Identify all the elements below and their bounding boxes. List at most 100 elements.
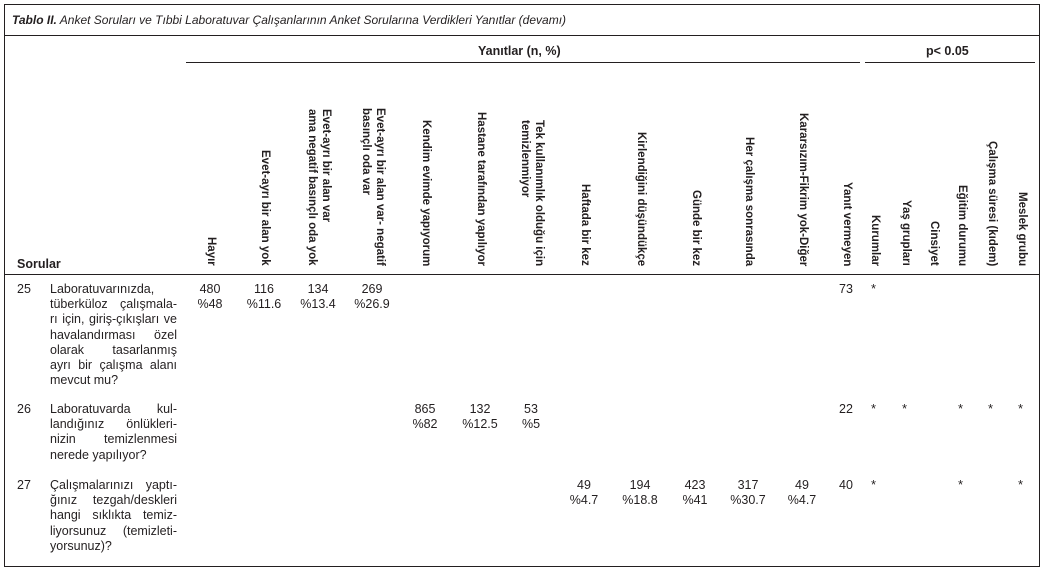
- answer-count: 480: [199, 282, 221, 296]
- answer-percent: %11.6: [246, 297, 282, 311]
- column-header-line: Evet-ayrı bir alan yok: [258, 150, 271, 266]
- answers-group-rule: [186, 62, 860, 63]
- no-answer-count: 22: [839, 402, 853, 416]
- answer-count: 49: [795, 478, 809, 492]
- answer-count: 134: [307, 282, 329, 296]
- title-rule: [4, 35, 1040, 36]
- column-header-line: Kirlendiğini düşündükçe: [634, 131, 647, 266]
- answer-column-header: Kirlendiğini düşündükçe: [633, 132, 647, 266]
- significance-column-header: Eğitim durumu: [954, 185, 968, 266]
- answer-cell: 194 %18.8: [610, 478, 670, 508]
- answer-cell: 865 %82: [395, 402, 455, 432]
- significance-marker: *: [871, 281, 877, 296]
- answer-count: 423: [684, 478, 706, 492]
- significance-marker: *: [902, 401, 908, 416]
- answer-column-header: Her çalışma sonrasında: [741, 137, 755, 266]
- question-text: Laboratuvarınızda, tüberküloz çalışmala-r…: [50, 282, 177, 388]
- column-header-line: Çalışma süresi (kıdem): [985, 140, 998, 266]
- question-line: liyorsunuz (temizleti-: [50, 523, 177, 538]
- answer-column-header: Günde bir kez: [688, 190, 702, 266]
- significance-marker: *: [1018, 477, 1024, 492]
- significance-column-header: Cinsiyet: [926, 221, 940, 266]
- answer-column-header: Hastane tarafından yapılıyor: [473, 112, 487, 266]
- answer-count: 194: [629, 478, 651, 492]
- question-text: Çalışmalarınızı yaptı-ğınız tezgah/deskl…: [50, 478, 177, 554]
- row-number: 27: [17, 478, 31, 492]
- question-line: Laboratuvarda kul-: [50, 402, 177, 416]
- significance-column-header: Kurumlar: [867, 215, 881, 266]
- column-header-line: Evet-ayrı bir alan var: [319, 109, 332, 223]
- answer-cell: 480 %48: [180, 282, 240, 312]
- significance-column-header: Meslek grubu: [1014, 192, 1028, 266]
- answer-count: 53: [524, 402, 538, 416]
- column-header-line: Kararsızım-Fikrim yok-Diğer: [796, 112, 809, 266]
- answer-percent: %26.9: [354, 297, 390, 311]
- table-label: Tablo II.: [12, 13, 57, 27]
- answer-cell: 269 %26.9: [342, 282, 402, 312]
- questions-column-header: Sorular: [17, 257, 61, 271]
- question-line: tüberküloz çalışmala-: [50, 297, 177, 312]
- column-header-line: Kendim evimde yapıyorum: [419, 119, 432, 266]
- question-line: landığınız önlükleri-: [50, 417, 177, 432]
- answer-column-header: Evet-ayrı bir alan yok: [257, 150, 271, 266]
- answer-column-header: Hayır: [203, 237, 217, 266]
- significance-marker: *: [958, 401, 964, 416]
- significance-marker: *: [1018, 401, 1024, 416]
- answer-count: 49: [577, 478, 591, 492]
- answers-group-header: Yanıtlar (n, %): [478, 44, 561, 58]
- column-header-line: temizlenmiyor: [519, 119, 531, 198]
- answer-count: 865: [414, 402, 436, 416]
- question-line: ayrı bir çalışma alanı: [50, 358, 177, 373]
- significance-marker: *: [958, 477, 964, 492]
- significance-group-header: p< 0.05: [926, 44, 969, 58]
- answer-count: 132: [469, 402, 491, 416]
- row-number: 25: [17, 282, 31, 296]
- column-header-line: Haftada bir kez: [578, 184, 591, 266]
- column-header-line: Eğitim durumu: [955, 184, 968, 266]
- answer-column-header: Evet-ayrı bir alan var- negatif basınçlı …: [359, 108, 386, 266]
- table-caption: Anket Soruları ve Tıbbi Laboratuvar Çalı…: [56, 13, 567, 27]
- no-answer-count: 40: [839, 478, 853, 492]
- answer-percent: %41: [682, 493, 708, 507]
- significance-marker: *: [988, 401, 994, 416]
- significance-group-rule: [865, 62, 1035, 63]
- answer-percent: %13.4: [300, 297, 336, 311]
- answer-column-header: Yanıt vermeyen: [839, 182, 853, 266]
- column-header-line: ama negatif basınçlı oda yok: [306, 109, 318, 266]
- column-header-line: Meslek grubu: [1015, 191, 1028, 266]
- question-line: Çalışmalarınızı yaptı-: [50, 478, 177, 492]
- significance-column-header: Çalışma süresi (kıdem): [984, 141, 998, 266]
- answer-cell: 53 %5: [501, 402, 561, 432]
- answer-percent: %5: [521, 417, 541, 431]
- question-text: Laboratuvarda kul-landığınız önlükleri-n…: [50, 402, 177, 463]
- answer-cell: 49 %4.7: [772, 478, 832, 508]
- answer-count: 317: [737, 478, 759, 492]
- significance-marker: *: [871, 477, 877, 492]
- question-line: Laboratuvarınızda,: [50, 282, 155, 296]
- column-header-line: basınçlı oda var: [360, 108, 372, 196]
- column-header-line: Cinsiyet: [927, 221, 940, 266]
- answer-column-header: Evet-ayrı bir alan var ama negatif basınç…: [305, 109, 332, 266]
- question-line: ğınız tezgah/deskleri: [50, 493, 177, 508]
- question-line: nerede yapılıyor?: [50, 447, 147, 462]
- answer-column-header: Kararsızım-Fikrim yok-Diğer: [795, 113, 809, 266]
- answer-count: 269: [361, 282, 383, 296]
- significance-marker: *: [871, 401, 877, 416]
- question-line: mevcut mu?: [50, 373, 119, 388]
- answer-cell: 423 %41: [665, 478, 725, 508]
- column-header-line: Tek kullanımlık olduğu için: [532, 119, 545, 266]
- answer-percent: %48: [197, 297, 223, 311]
- column-header-line: Her çalışma sonrasında: [742, 136, 755, 266]
- answer-cell: 49 %4.7: [554, 478, 614, 508]
- answer-percent: %82: [412, 417, 438, 431]
- question-line: hangi sıklıkta temiz-: [50, 508, 177, 523]
- answer-cell: 134 %13.4: [288, 282, 348, 312]
- answer-percent: %4.7: [569, 493, 599, 507]
- column-header-line: Kurumlar: [868, 214, 881, 266]
- column-header-line: Yaş grupları: [899, 200, 912, 266]
- header-rule: [4, 274, 1040, 275]
- column-header-line: Günde bir kez: [689, 189, 702, 266]
- answer-column-header: Kendim evimde yapıyorum: [418, 120, 432, 266]
- answer-percent: %12.5: [462, 417, 498, 431]
- no-answer-count: 73: [839, 282, 853, 296]
